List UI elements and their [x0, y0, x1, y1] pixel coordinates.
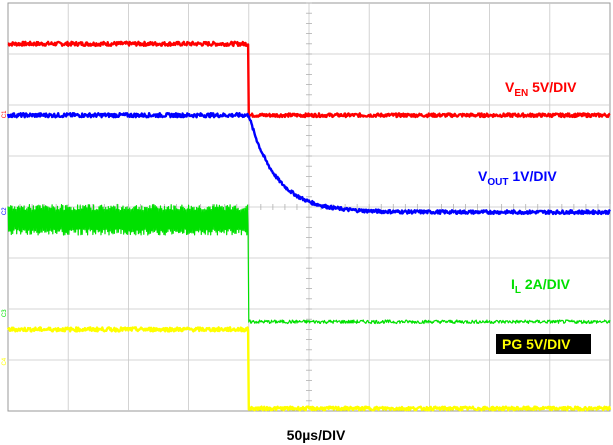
label-vout: VOUT 1V/DIV [478, 168, 557, 188]
channel-markers: C1 C2 C3 C4 [2, 110, 8, 366]
trace-il [7, 203, 611, 325]
channel-marker-c3: C3 [2, 309, 8, 317]
trace-vout [6, 111, 611, 216]
channel-marker-c4: C4 [2, 357, 8, 365]
scope-traces [6, 40, 612, 412]
trace-ven [7, 40, 611, 119]
label-pg: PG 5V/DIV [502, 336, 571, 352]
channel-marker-c1: C1 [2, 110, 8, 118]
channel-marker-c2: C2 [2, 207, 8, 215]
label-ven: VEN 5V/DIV [505, 79, 577, 99]
label-il: IL 2A/DIV [511, 276, 571, 296]
label-pg-background [496, 334, 591, 354]
x-axis-scale-label: 50µs/DIV [287, 427, 346, 443]
trace-pg [6, 326, 612, 412]
